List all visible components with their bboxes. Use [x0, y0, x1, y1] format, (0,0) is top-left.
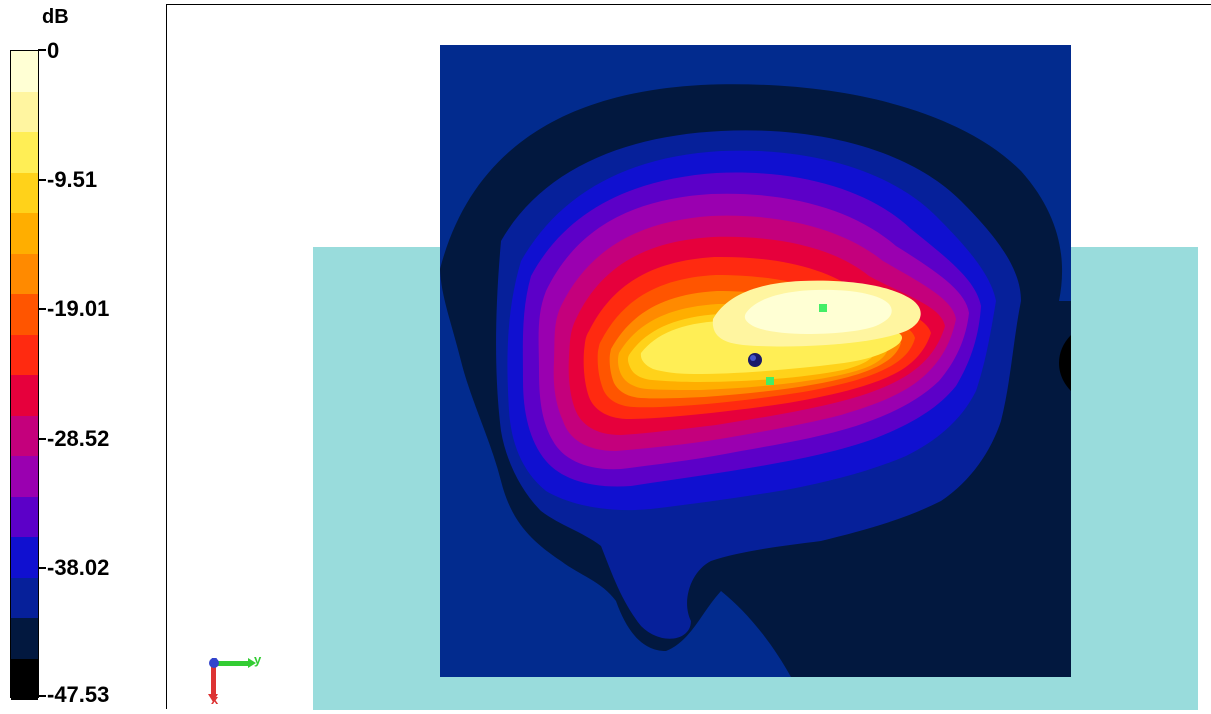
peak-marker — [819, 304, 827, 312]
colorbar-segment — [11, 456, 38, 497]
colorbar-panel: dB 0 -9.51 -19.01 -28.52 -38.02 -47.53 — [0, 0, 160, 709]
colorbar-tick — [38, 567, 46, 570]
colorbar-segment — [11, 496, 38, 538]
colorbar-segment — [11, 375, 38, 416]
colorbar-tick-label: -19.01 — [47, 296, 110, 322]
contour-band-13 — [640, 320, 903, 374]
colorbar-tick — [38, 308, 46, 311]
colorbar-tick — [38, 178, 46, 181]
probe-marker-highlight — [750, 355, 756, 361]
colorbar-segment — [11, 415, 38, 457]
peak-marker — [766, 377, 774, 385]
edge-object — [1059, 335, 1071, 391]
contour-band-15 — [744, 289, 892, 334]
colorbar-segment — [11, 537, 38, 578]
z-axis-marker — [209, 658, 219, 668]
colorbar-segment — [11, 658, 38, 700]
colorbar-tick — [38, 437, 46, 440]
colorbar-segment — [11, 334, 38, 376]
colorbar-segment — [11, 51, 38, 92]
colorbar-tick-label: -28.52 — [47, 425, 110, 451]
colorbar-segment — [11, 213, 38, 254]
colorbar-segment — [11, 577, 38, 619]
colorbar — [10, 50, 39, 700]
z-axis-label: z — [211, 653, 218, 668]
field-map — [313, 45, 1198, 710]
axis-triad: z y x — [202, 650, 272, 709]
x-axis-arrowhead — [208, 694, 218, 702]
x-axis-label: x — [211, 692, 219, 707]
y-axis-arrowhead — [248, 658, 256, 668]
y-axis-arrow — [214, 661, 248, 666]
plot-viewport[interactable] — [166, 4, 1211, 710]
colorbar-tick-label: -38.02 — [47, 555, 110, 581]
colorbar-unit-label: dB — [42, 6, 69, 28]
colorbar-tick-label: -9.51 — [47, 166, 98, 192]
colorbar-tick — [38, 695, 46, 697]
colorbar-segment — [11, 132, 38, 173]
colorbar-segment — [11, 253, 38, 295]
colorbar-tick-label: 0 — [47, 38, 60, 63]
x-axis-arrow — [211, 664, 216, 696]
colorbar-segment — [11, 294, 38, 335]
colorbar-segment — [11, 618, 38, 659]
colorbar-segment — [11, 91, 38, 133]
colorbar-segment — [11, 172, 38, 214]
colorbar-tick — [38, 49, 46, 51]
colorbar-tick-label: -47.53 — [47, 682, 110, 707]
y-axis-label: y — [254, 652, 262, 667]
